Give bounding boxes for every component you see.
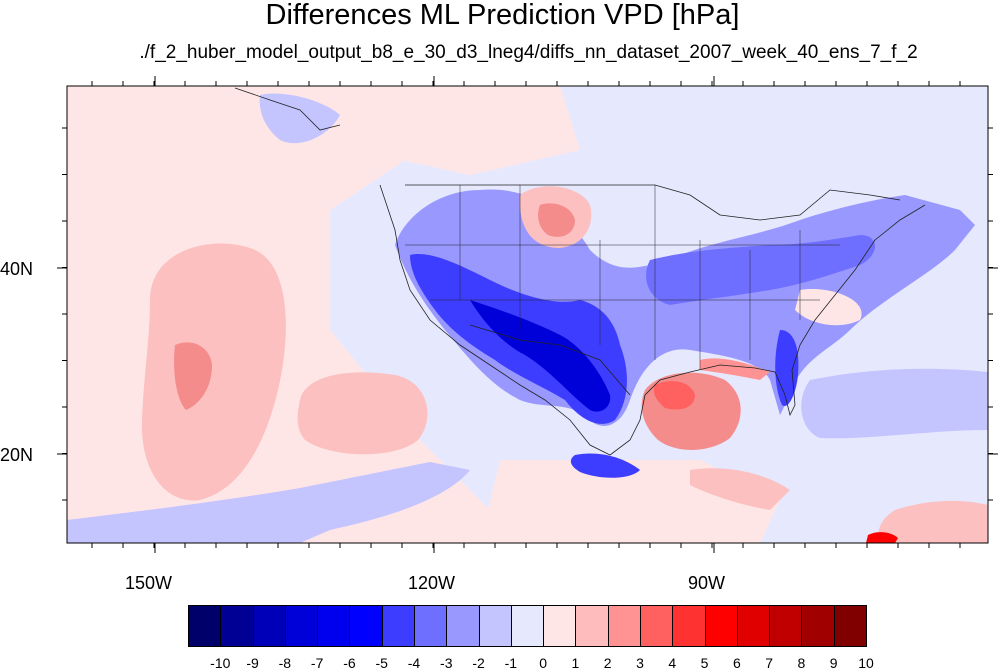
colorbar-cell <box>220 605 254 647</box>
colorbar-cell <box>607 605 641 647</box>
state-borders <box>405 185 840 370</box>
pacific-blob-west-core <box>174 342 212 410</box>
caribbean-pink-west <box>690 468 790 510</box>
colorbar <box>188 605 867 647</box>
colorbar-cell <box>478 605 512 647</box>
map-subtitle: ./f_2_huber_model_output_b8_e_30_d3_lneg… <box>139 42 918 63</box>
pacific-blob-east <box>297 372 428 455</box>
colorbar-label: 4 <box>668 655 677 671</box>
colorbar-cell <box>704 605 738 647</box>
colorbar-label: 10 <box>858 655 874 671</box>
gulf-coast-red <box>700 358 770 380</box>
colorbar-label: 2 <box>603 655 612 671</box>
colorbar-label: -6 <box>343 655 356 671</box>
colorbar-label: -4 <box>407 655 421 671</box>
colorbar-label: -7 <box>310 655 324 671</box>
colorbar-label: -5 <box>375 655 388 671</box>
east-blue <box>646 235 875 305</box>
colorbar-cell <box>446 605 480 647</box>
lon-label-150w: 150W <box>125 573 173 593</box>
colorbar-label: 9 <box>829 655 838 671</box>
colorbar-label: -1 <box>504 655 518 671</box>
colorbar-cell <box>543 605 577 647</box>
colorbar-label: -10 <box>210 655 231 671</box>
colorbar-cell <box>640 605 674 647</box>
colorbar-cell <box>349 605 383 647</box>
colorbar-label: 8 <box>797 655 806 671</box>
colorbar-cell <box>414 605 448 647</box>
colorbar-cell <box>188 605 222 647</box>
colorbar-label: 1 <box>571 655 580 671</box>
caribbean-red-spot <box>866 532 898 543</box>
lat-label-20n: 20N <box>0 445 34 465</box>
colorbar-cell <box>672 605 706 647</box>
colorbar-label: 7 <box>765 655 774 671</box>
colorbar-cell <box>736 605 771 647</box>
southwest-core <box>470 300 611 412</box>
colorbar-cell <box>833 605 867 647</box>
colorbar-label: 6 <box>732 655 741 671</box>
colorbar-cell <box>769 605 803 647</box>
colorbar-cell <box>510 605 545 647</box>
map-plot-area <box>67 86 988 543</box>
colorbar-cell <box>801 605 835 647</box>
coastlines <box>234 87 926 456</box>
lon-label-90w: 90W <box>688 573 726 593</box>
lat-label-40n: 40N <box>0 259 34 279</box>
us-mexico-border <box>469 324 631 396</box>
colorbar-label: 0 <box>539 655 548 671</box>
alaska-blue <box>259 93 340 144</box>
florida-blue <box>775 330 799 406</box>
atlantic-pink-patch <box>795 289 862 326</box>
colorbar-cell <box>381 605 415 647</box>
colorbar-cell <box>575 605 609 647</box>
gulf-red-core <box>653 381 695 410</box>
axis-ticks <box>57 76 998 553</box>
colorbar-label: 3 <box>636 655 644 671</box>
colorbar-cell <box>317 605 351 647</box>
southern-blue-band <box>67 462 470 543</box>
colorbar-label: -9 <box>246 655 259 671</box>
map-title: Differences ML Prediction VPD [hPa] <box>265 0 740 31</box>
atlantic-blue-band <box>801 368 988 439</box>
plains-pink-core <box>538 203 575 237</box>
colorbar-cell <box>284 605 319 647</box>
vpd-difference-map <box>57 76 998 553</box>
colorbar-label: -8 <box>278 655 292 671</box>
colorbar-cell <box>252 605 286 647</box>
coastline-north-america <box>234 87 926 456</box>
colorbar-label: -3 <box>440 655 453 671</box>
caribbean-pink <box>878 500 988 543</box>
lon-label-120w: 120W <box>408 573 456 593</box>
mexico-blue <box>570 453 640 478</box>
colorbar-label: -2 <box>472 655 485 671</box>
colorbar-label: 5 <box>700 655 709 671</box>
pacific-blob-west <box>141 243 286 501</box>
us-canada-border <box>405 184 901 221</box>
gulf-red <box>641 372 741 450</box>
